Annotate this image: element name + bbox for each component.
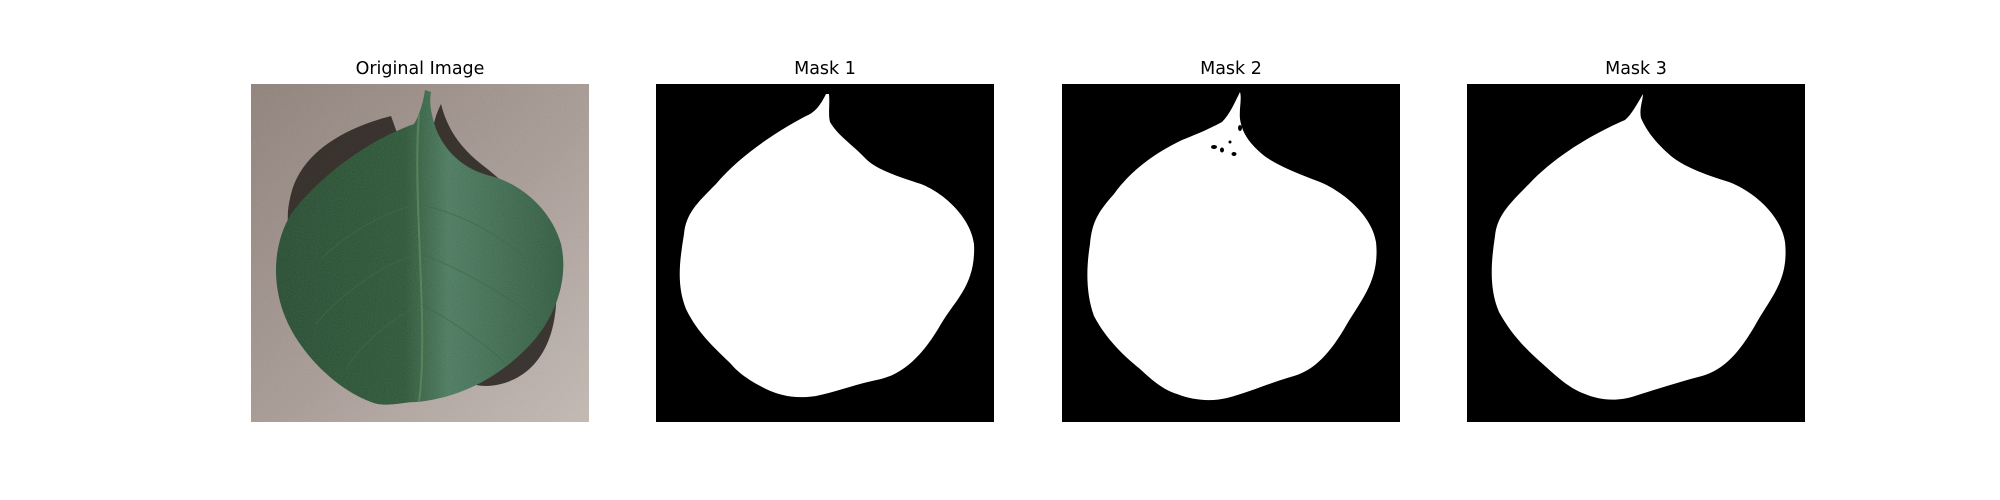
mask-1-image bbox=[656, 84, 994, 422]
original-image-panel bbox=[251, 84, 589, 422]
mask-1-leaf bbox=[679, 94, 975, 398]
original-image-title: Original Image bbox=[355, 59, 485, 79]
mask-3-leaf bbox=[1491, 94, 1786, 400]
leaf-midrib bbox=[416, 113, 424, 403]
leaf-veins bbox=[315, 203, 537, 370]
mask-2-title: Mask 2 bbox=[1200, 59, 1262, 79]
mask-3-image bbox=[1467, 84, 1805, 422]
mask-1-title: Mask 1 bbox=[794, 59, 856, 79]
mask-2-holes bbox=[1211, 125, 1242, 156]
mask-2-leaf bbox=[1087, 92, 1377, 401]
mask-2-panel bbox=[1062, 84, 1400, 422]
leaf-photo bbox=[251, 84, 589, 422]
mask-3-panel bbox=[1467, 84, 1805, 422]
mask-2-image bbox=[1062, 84, 1400, 422]
mask-3-title: Mask 3 bbox=[1605, 59, 1667, 79]
mask-1-panel bbox=[656, 84, 994, 422]
